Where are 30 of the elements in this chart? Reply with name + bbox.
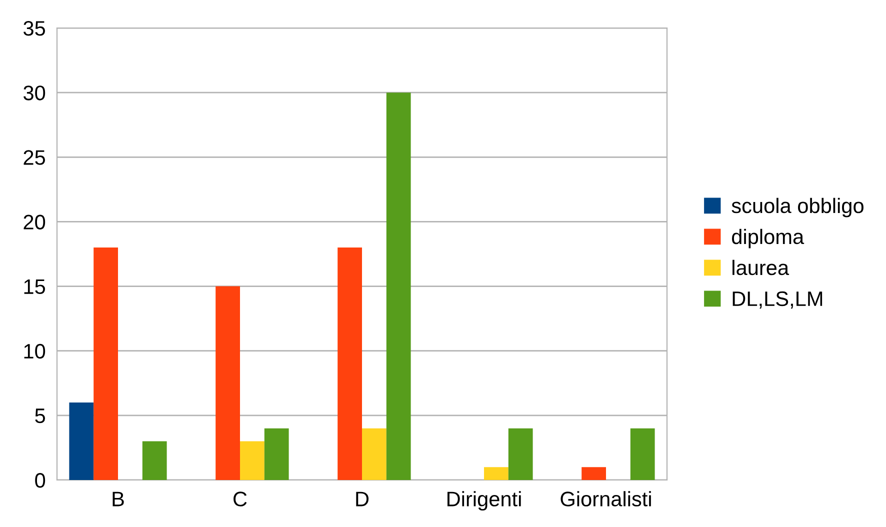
y-tick-label: 25	[24, 150, 46, 165]
x-tick-label: B	[112, 492, 124, 506]
y-tick-label: 15	[24, 280, 46, 294]
bar	[142, 441, 167, 480]
legend-label: diploma	[732, 228, 804, 248]
x-tick-label: Giornalisti	[560, 491, 651, 506]
bar	[216, 286, 240, 480]
bar	[94, 248, 118, 480]
x-tick-label: D	[356, 492, 369, 506]
bar	[240, 441, 264, 480]
y-tick-label: 30	[24, 86, 46, 100]
legend-label: scuola obbligo	[732, 198, 864, 218]
bar	[630, 428, 655, 480]
y-tick-label: 10	[24, 344, 46, 359]
x-tick-label: Dirigenti	[448, 491, 521, 511]
bar	[69, 402, 94, 480]
bar	[484, 467, 508, 480]
y-tick-label: 0	[35, 473, 46, 488]
y-tick-label: 20	[24, 214, 46, 230]
bar	[264, 428, 289, 480]
x-tick-label: C	[234, 492, 247, 506]
bar	[386, 92, 411, 480]
bar	[508, 428, 533, 480]
y-tick-label: 5	[35, 408, 46, 424]
bar	[582, 467, 606, 480]
bar	[362, 428, 386, 480]
y-tick-label: 35	[24, 21, 46, 36]
legend-label: DL,LS,LM	[732, 291, 822, 309]
legend-label: laurea	[732, 260, 790, 276]
bar	[338, 248, 362, 480]
